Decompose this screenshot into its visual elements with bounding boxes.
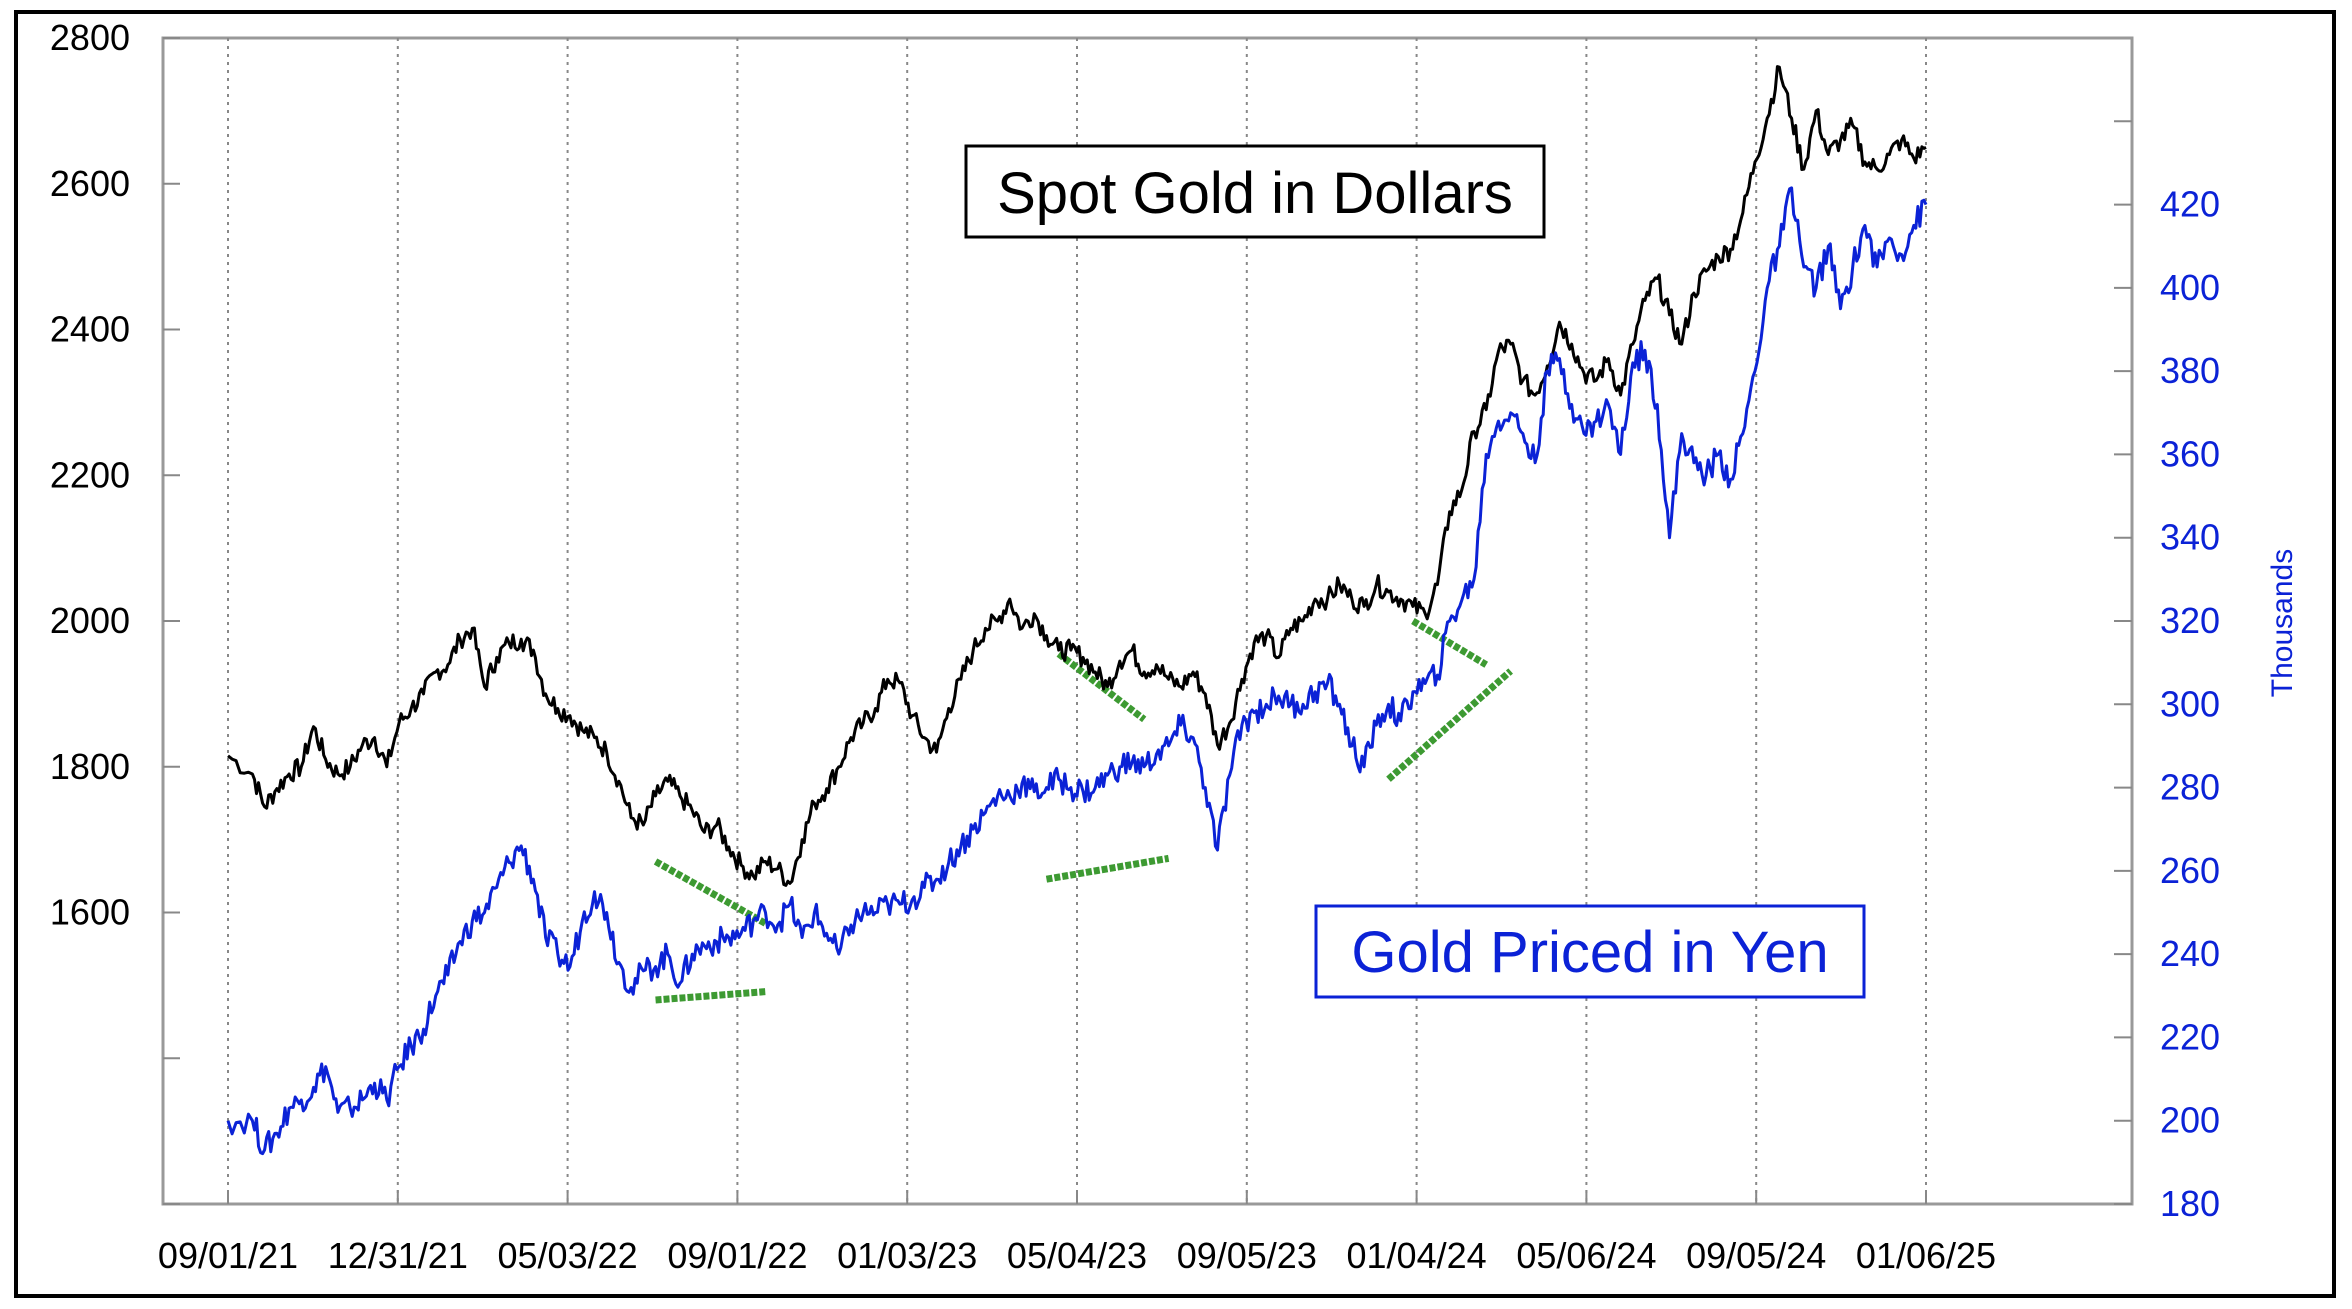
right-tick-label: 380 (2160, 350, 2220, 391)
x-tick-label: 12/31/21 (328, 1235, 468, 1276)
left-tick-label: 1600 (50, 892, 130, 933)
right-tick-label: 220 (2160, 1016, 2220, 1057)
yen-title-box: Gold Priced in Yen (1314, 904, 1866, 999)
x-tick-label: 05/04/23 (1007, 1235, 1147, 1276)
x-axis: 09/01/21 12/31/21 05/03/22 09/01/22 01/03/23… (158, 1190, 1996, 1276)
left-tick-label: 2400 (50, 309, 130, 350)
trend-segment (1411, 617, 1489, 668)
left-tick-label: 2000 (50, 600, 130, 641)
right-tick-label: 240 (2160, 933, 2220, 974)
right-axis: 180 200 220 240 260 280 300 320 340 360 380 400 420 (2114, 120, 2220, 1224)
dollar-title-box: Spot Gold in Dollars (964, 144, 1546, 239)
trend-marks (653, 617, 1513, 1004)
x-tick-label: 09/05/23 (1177, 1235, 1317, 1276)
right-tick-label: 360 (2160, 433, 2220, 474)
right-axis-label: Thousands (2266, 549, 2299, 697)
left-tick-label: 2600 (50, 163, 130, 204)
dollar-series-label: Spot Gold in Dollars (997, 161, 1513, 226)
trend-segment (653, 858, 768, 927)
x-tick-label: 05/06/24 (1516, 1235, 1656, 1276)
yen-series-label: Gold Priced in Yen (1351, 920, 1828, 985)
x-tick-label: 01/06/25 (1856, 1235, 1996, 1276)
dollar-gold-line (227, 65, 1927, 887)
right-tick-label: 280 (2160, 767, 2220, 808)
x-tick-label: 09/01/22 (667, 1235, 807, 1276)
left-tick-label: 1800 (50, 746, 130, 787)
x-tick-label: 09/05/24 (1686, 1235, 1826, 1276)
right-tick-label: 260 (2160, 850, 2220, 891)
x-tick-label: 01/03/23 (837, 1235, 977, 1276)
right-tick-label: 180 (2160, 1183, 2220, 1224)
right-tick-label: 400 (2160, 267, 2220, 308)
x-tick-label: 09/01/21 (158, 1235, 298, 1276)
yen-gold-line (226, 186, 1928, 1156)
x-tick-label: 01/04/24 (1347, 1235, 1487, 1276)
trend-segment (1056, 651, 1147, 723)
x-tick-label: 05/03/22 (498, 1235, 638, 1276)
trend-segment (1045, 854, 1170, 883)
trend-segment (655, 988, 766, 1004)
right-tick-label: 320 (2160, 600, 2220, 641)
right-tick-label: 300 (2160, 683, 2220, 724)
series-lines (226, 65, 1928, 1156)
left-tick-label: 2800 (50, 17, 130, 58)
right-tick-label: 200 (2160, 1100, 2220, 1141)
left-axis: 1600 1800 2000 2200 2400 2600 2800 (50, 17, 180, 1205)
right-tick-label: 340 (2160, 517, 2220, 558)
trend-segment (1386, 668, 1513, 782)
right-tick-label: 420 (2160, 184, 2220, 225)
left-tick-label: 2200 (50, 454, 130, 495)
